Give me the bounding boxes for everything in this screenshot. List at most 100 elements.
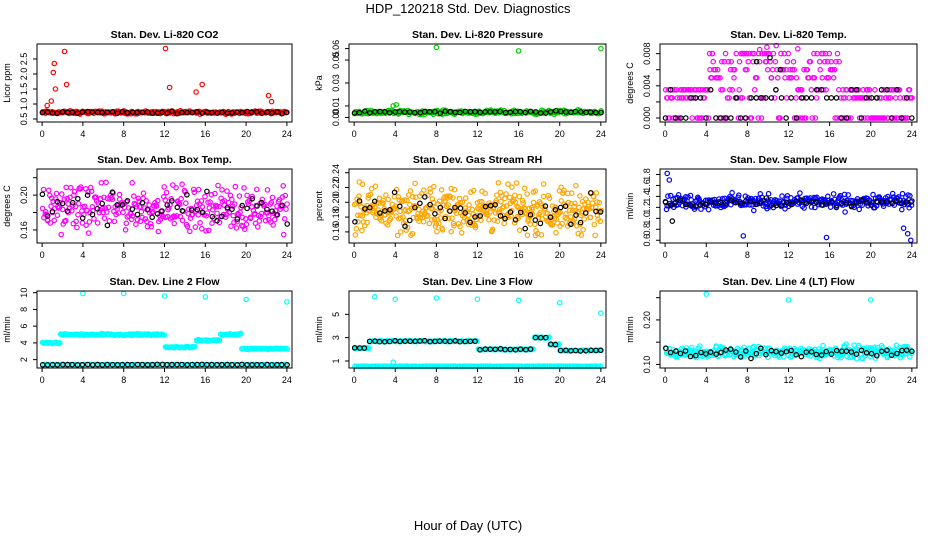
- data-point: [899, 190, 906, 197]
- y-tick-label: 0.00: [331, 109, 341, 127]
- hourly-point: [432, 211, 438, 217]
- hourly-point: [427, 201, 433, 208]
- hourly-point: [209, 109, 215, 116]
- panel-title: Stan. Dev. Li-820 Pressure: [412, 29, 543, 41]
- outlier-point: [44, 102, 51, 109]
- data-point: [764, 66, 771, 73]
- data-point: [809, 115, 816, 121]
- data-point: [397, 229, 404, 235]
- hourly-point: [793, 351, 800, 358]
- data-point: [474, 338, 480, 344]
- data-point: [409, 194, 416, 200]
- hourly-point: [537, 334, 544, 341]
- data-point: [745, 58, 752, 65]
- hourly-point: [778, 202, 784, 209]
- hourly-point: [169, 361, 175, 368]
- data-point: [870, 191, 876, 198]
- hourly-point: [169, 198, 175, 204]
- data-point: [499, 205, 506, 211]
- hourly-point: [437, 110, 444, 117]
- panel-3: Stan. Dev. Li-820 Temp. degrees C 0 4 8 12 16 2…: [625, 29, 918, 139]
- hourly-point: [84, 192, 91, 199]
- data-point: [400, 214, 406, 220]
- hourly-point: [667, 349, 674, 356]
- data-point: [427, 189, 434, 196]
- hourly-point: [703, 115, 709, 121]
- data-point: [359, 213, 366, 219]
- data-point: [820, 342, 826, 349]
- data-point: [191, 189, 198, 196]
- hourly-point: [482, 346, 489, 352]
- x-tick-label: 20: [866, 250, 876, 260]
- hourly-point: [728, 197, 734, 204]
- y-axis-label: ml/min: [625, 316, 635, 343]
- data-point: [148, 221, 154, 227]
- data-point: [513, 180, 520, 186]
- hourly-point: [587, 109, 594, 115]
- data-point: [71, 188, 78, 195]
- data-point: [680, 95, 686, 101]
- outlier-point: [433, 44, 440, 51]
- hourly-point: [512, 346, 519, 353]
- data-point: [100, 209, 106, 216]
- outlier-point: [515, 48, 522, 54]
- data-point: [439, 227, 446, 233]
- data-point: [226, 209, 233, 216]
- hourly-point: [838, 115, 845, 121]
- data-point: [85, 189, 91, 195]
- y-tick-label: 2.0: [19, 68, 29, 81]
- hourly-point: [848, 87, 855, 93]
- y-tick-label: 1.8: [642, 168, 652, 181]
- x-tick-label: 16: [825, 375, 835, 385]
- hourly-point: [284, 221, 291, 227]
- hourly-point: [254, 203, 260, 209]
- x-tick-label: 16: [200, 250, 210, 260]
- hourly-point: [833, 347, 840, 354]
- data-point: [85, 230, 92, 236]
- hourly-point: [283, 109, 290, 116]
- hourly-point: [718, 349, 724, 356]
- hourly-point: [411, 109, 418, 116]
- hourly-point: [532, 217, 539, 223]
- data-point: [817, 66, 824, 73]
- hourly-point: [189, 361, 196, 368]
- outlier-point: [556, 299, 563, 306]
- hourly-point: [436, 338, 443, 344]
- data-point: [63, 217, 69, 224]
- hourly-point: [848, 203, 855, 210]
- outlier-point: [243, 296, 249, 303]
- y-axis: 0.16 0.20: [19, 177, 37, 239]
- hourly-point: [482, 203, 489, 210]
- data-point: [174, 213, 180, 219]
- x-tick-label: 16: [514, 375, 524, 385]
- y-axis: 1 3 5: [331, 312, 349, 364]
- hourly-point: [497, 213, 504, 219]
- hourly-point: [382, 208, 388, 214]
- data-point: [434, 228, 440, 235]
- data-point: [280, 183, 287, 189]
- hourly-point: [362, 206, 368, 212]
- data-point: [372, 204, 378, 211]
- hourly-point: [386, 110, 393, 116]
- data-point: [811, 75, 818, 81]
- hourly-point: [134, 109, 140, 116]
- data-point: [544, 210, 551, 217]
- data-point: [74, 224, 80, 231]
- hourly-point: [753, 350, 760, 357]
- hourly-point: [588, 190, 594, 196]
- data-point: [199, 225, 205, 232]
- panel-title: Stan. Dev. Amb. Box Temp.: [97, 154, 232, 166]
- hourly-point: [269, 362, 275, 368]
- hourly-point: [858, 347, 865, 354]
- data-point: [712, 66, 719, 73]
- data-point: [233, 225, 240, 231]
- outlier-point: [50, 69, 57, 76]
- data-point: [784, 58, 791, 65]
- data-point: [428, 217, 435, 223]
- data-point: [755, 115, 762, 121]
- hourly-point: [114, 202, 121, 208]
- hourly-point: [562, 203, 569, 210]
- data-point: [111, 218, 118, 225]
- hourly-point: [44, 362, 51, 368]
- panel-1: Stan. Dev. Li-820 CO2 Licor ppm 0 4 8 12 16 20 2…: [2, 29, 293, 139]
